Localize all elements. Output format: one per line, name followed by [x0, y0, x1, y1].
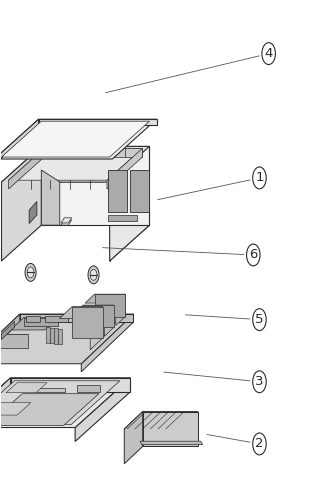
Text: 5: 5 — [255, 313, 264, 326]
Polygon shape — [104, 305, 114, 336]
Polygon shape — [130, 170, 149, 212]
Polygon shape — [2, 146, 149, 182]
Polygon shape — [124, 412, 198, 429]
Polygon shape — [108, 170, 127, 212]
Polygon shape — [60, 306, 103, 318]
Polygon shape — [2, 121, 149, 157]
Circle shape — [25, 264, 36, 281]
Polygon shape — [116, 294, 125, 326]
Polygon shape — [110, 146, 149, 261]
Polygon shape — [72, 306, 103, 338]
Polygon shape — [83, 305, 114, 328]
Polygon shape — [59, 328, 62, 344]
Polygon shape — [25, 316, 40, 322]
Polygon shape — [2, 322, 15, 340]
Polygon shape — [46, 327, 50, 343]
Polygon shape — [0, 334, 28, 343]
Circle shape — [90, 270, 97, 280]
Circle shape — [27, 267, 34, 278]
Circle shape — [253, 308, 266, 330]
Polygon shape — [0, 402, 31, 415]
Polygon shape — [77, 384, 100, 392]
Polygon shape — [20, 314, 134, 322]
Polygon shape — [108, 216, 137, 221]
Polygon shape — [11, 378, 131, 392]
Polygon shape — [9, 148, 142, 180]
Polygon shape — [0, 378, 131, 428]
Polygon shape — [39, 119, 157, 124]
Polygon shape — [24, 318, 58, 326]
Polygon shape — [85, 294, 125, 303]
Text: 2: 2 — [255, 438, 264, 450]
Polygon shape — [124, 412, 143, 464]
Polygon shape — [45, 316, 68, 322]
Polygon shape — [0, 394, 99, 426]
Circle shape — [253, 167, 266, 189]
Polygon shape — [81, 314, 134, 372]
Polygon shape — [0, 119, 39, 164]
Polygon shape — [0, 314, 20, 372]
Circle shape — [253, 433, 266, 455]
Circle shape — [88, 266, 99, 284]
Polygon shape — [73, 305, 114, 314]
Polygon shape — [44, 148, 142, 157]
Polygon shape — [51, 328, 54, 344]
Polygon shape — [0, 119, 157, 159]
Text: 3: 3 — [255, 376, 264, 388]
Polygon shape — [0, 378, 11, 442]
Text: 4: 4 — [264, 47, 273, 60]
Polygon shape — [41, 146, 149, 225]
Polygon shape — [107, 148, 142, 189]
Polygon shape — [143, 412, 198, 446]
Polygon shape — [9, 148, 44, 189]
Polygon shape — [61, 220, 72, 225]
Polygon shape — [11, 318, 58, 330]
Text: 6: 6 — [249, 248, 258, 262]
Polygon shape — [61, 218, 72, 223]
Polygon shape — [55, 328, 58, 344]
Polygon shape — [0, 314, 134, 364]
Circle shape — [246, 244, 260, 266]
Circle shape — [262, 42, 275, 64]
Polygon shape — [35, 388, 64, 392]
Polygon shape — [41, 170, 60, 225]
Polygon shape — [6, 383, 47, 392]
Polygon shape — [0, 334, 28, 348]
Polygon shape — [29, 202, 37, 224]
Polygon shape — [95, 294, 125, 316]
Circle shape — [253, 371, 266, 392]
Polygon shape — [0, 381, 120, 424]
Polygon shape — [140, 441, 203, 444]
Polygon shape — [90, 306, 103, 350]
Polygon shape — [2, 146, 41, 261]
Text: 1: 1 — [255, 172, 264, 184]
Polygon shape — [75, 378, 131, 442]
